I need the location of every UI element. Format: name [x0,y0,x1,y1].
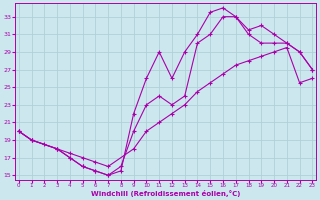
X-axis label: Windchill (Refroidissement éolien,°C): Windchill (Refroidissement éolien,°C) [91,190,240,197]
